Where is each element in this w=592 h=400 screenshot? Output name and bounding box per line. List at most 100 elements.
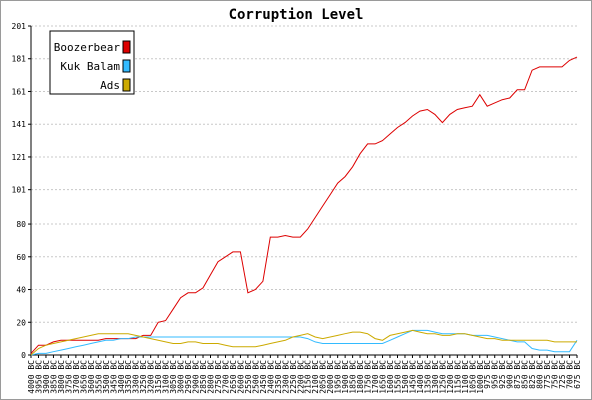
x-tick-label: 2550 BC xyxy=(244,360,253,394)
x-tick-label: 1950 BC xyxy=(334,360,343,394)
y-tick-label: 60 xyxy=(16,253,26,262)
y-tick-label: 101 xyxy=(12,186,27,195)
x-tick-label: 3250 BC xyxy=(139,360,148,394)
x-tick-label: 3150 BC xyxy=(154,360,163,394)
x-tick-label: 3300 BC xyxy=(132,360,141,394)
series-lines xyxy=(30,56,578,356)
x-tick-label: 1350 BC xyxy=(423,360,432,394)
y-tick-label: 80 xyxy=(16,220,26,229)
x-tick-label: 2750 BC xyxy=(214,360,223,394)
x-tick-label: 850 BC xyxy=(521,360,530,389)
x-tick-label: 2200 BC xyxy=(296,360,305,394)
x-tick-label: 1900 BC xyxy=(341,360,350,394)
x-tick-label: 700 BC xyxy=(566,360,575,389)
x-tick-label: 2500 BC xyxy=(251,360,260,394)
x-tick-label: 2700 BC xyxy=(221,360,230,394)
x-tick-label: 3750 BC xyxy=(64,360,73,394)
x-tick-label: 1500 BC xyxy=(401,360,410,394)
series-line-boozerbear xyxy=(30,56,578,354)
x-tick-label: 775 BC xyxy=(543,360,552,389)
x-tick-label: 3950 BC xyxy=(34,360,43,394)
x-tick-label: 4000 BC xyxy=(27,360,36,394)
x-tick-label: 3850 BC xyxy=(49,360,58,394)
y-tick-label: 161 xyxy=(12,87,27,96)
series-line-kuk-balam xyxy=(30,329,578,356)
legend-label: Ads xyxy=(100,79,120,92)
x-tick-label: 1200 BC xyxy=(446,360,455,394)
x-tick-label: 2800 BC xyxy=(207,360,216,394)
y-tick-label: 20 xyxy=(16,318,26,327)
x-tick-label: 750 BC xyxy=(551,360,560,389)
legend-box xyxy=(49,30,135,95)
x-tick-label: 1750 BC xyxy=(364,360,373,394)
x-tick-label: 3050 BC xyxy=(169,360,178,394)
x-tick-label: 2300 BC xyxy=(281,360,290,394)
x-tick-label: 975 BC xyxy=(483,360,492,389)
x-tick-label: 3200 BC xyxy=(147,360,156,394)
x-tick-label: 1650 BC xyxy=(379,360,388,394)
legend-label: Boozerbear xyxy=(54,41,121,54)
legend-swatch xyxy=(122,59,131,73)
x-tick-label: 2150 BC xyxy=(304,360,313,394)
y-tick-label: 181 xyxy=(12,55,27,64)
x-tick-label: 3400 BC xyxy=(117,360,126,394)
x-tick-label: 3500 BC xyxy=(102,360,111,394)
x-tick-label: 925 BC xyxy=(498,360,507,389)
y-axis-ticks: 0 20 40 60 80 101 121 141 161 181 201 xyxy=(12,22,31,360)
x-tick-label: 900 BC xyxy=(506,360,515,389)
x-tick-label: 725 BC xyxy=(558,360,567,389)
x-tick-label: 800 BC xyxy=(536,360,545,389)
chart-title: Corruption Level xyxy=(229,7,364,23)
x-tick-label: 1000 BC xyxy=(476,360,485,394)
x-tick-label: 1150 BC xyxy=(453,360,462,394)
series-line-ads xyxy=(30,329,577,356)
x-tick-label: 1450 BC xyxy=(408,360,417,394)
x-tick-label: 3600 BC xyxy=(87,360,96,394)
x-tick-label: 950 BC xyxy=(491,360,500,389)
x-tick-label: 2100 BC xyxy=(311,360,320,394)
x-tick-label: 3350 BC xyxy=(124,360,133,394)
x-tick-label: 875 BC xyxy=(513,360,522,389)
legend-swatch xyxy=(122,40,131,54)
y-tick-label: 40 xyxy=(16,286,26,295)
x-tick-label: 1300 BC xyxy=(431,360,440,394)
y-tick-label: 121 xyxy=(12,153,27,162)
x-tick-label: 1800 BC xyxy=(356,360,365,394)
x-tick-label: 3650 BC xyxy=(79,360,88,394)
x-tick-label: 3000 BC xyxy=(177,360,186,394)
x-tick-label: 3800 BC xyxy=(57,360,66,394)
x-tick-label: 2400 BC xyxy=(266,360,275,394)
axes xyxy=(30,26,577,356)
x-tick-label: 1050 BC xyxy=(468,360,477,394)
x-tick-label: 2350 BC xyxy=(274,360,283,394)
legend: Boozerbear Kuk Balam Ads xyxy=(49,30,135,95)
x-tick-label: 1550 BC xyxy=(393,360,402,394)
x-tick-label: 2600 BC xyxy=(236,360,245,394)
x-tick-label: 3550 BC xyxy=(94,360,103,394)
x-tick-label: 2450 BC xyxy=(259,360,268,394)
legend-label: Kuk Balam xyxy=(60,60,120,73)
x-tick-label: 2900 BC xyxy=(192,360,201,394)
y-tick-label: 201 xyxy=(12,22,27,31)
x-tick-label: 1400 BC xyxy=(416,360,425,394)
x-tick-label: 3100 BC xyxy=(162,360,171,394)
x-tick-label: 1600 BC xyxy=(386,360,395,394)
x-tick-label: 1100 BC xyxy=(461,360,470,394)
legend-swatch xyxy=(122,78,131,92)
grid-lines xyxy=(31,25,577,323)
x-tick-label: 825 BC xyxy=(528,360,537,389)
x-tick-label: 2250 BC xyxy=(289,360,298,394)
x-tick-label: 2850 BC xyxy=(199,360,208,394)
x-tick-label: 3700 BC xyxy=(72,360,81,394)
y-tick-label: 0 xyxy=(21,351,26,360)
x-tick-label: 2000 BC xyxy=(326,360,335,394)
x-tick-label: 1250 BC xyxy=(438,360,447,394)
x-tick-label: 1850 BC xyxy=(349,360,358,394)
x-tick-label: 2050 BC xyxy=(319,360,328,394)
x-tick-label: 3450 BC xyxy=(109,360,118,394)
x-tick-label: 2650 BC xyxy=(229,360,238,394)
x-tick-label: 3900 BC xyxy=(42,360,51,394)
